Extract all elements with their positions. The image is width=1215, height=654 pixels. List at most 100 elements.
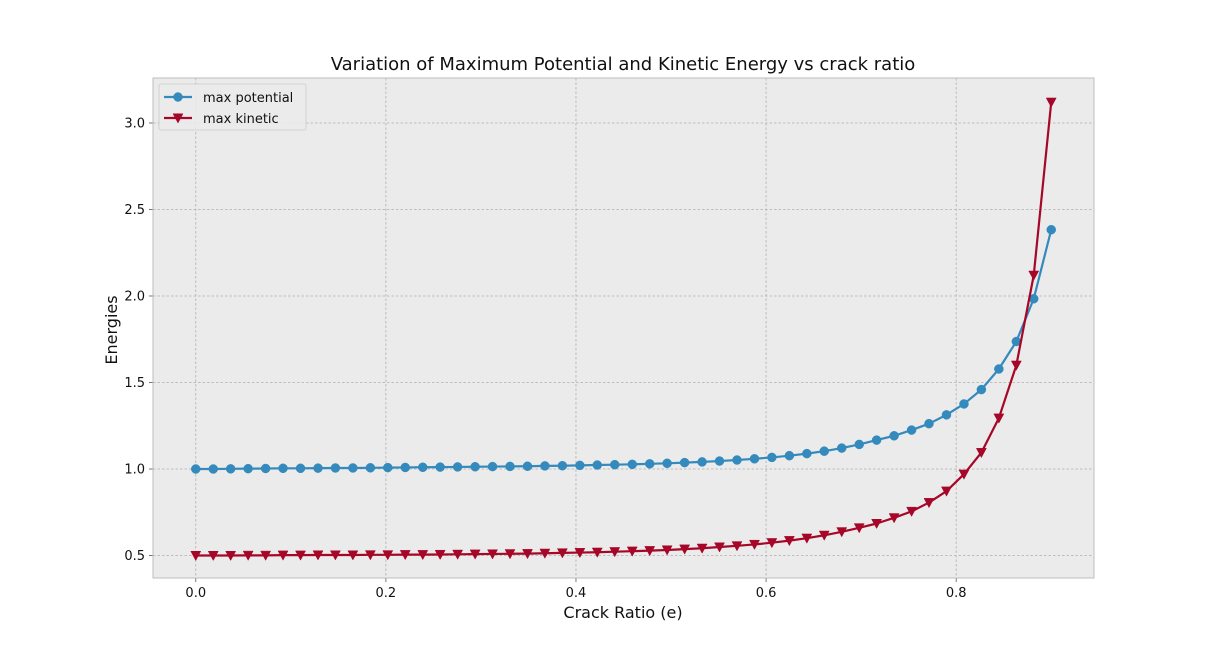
data-point-max-potential — [418, 462, 428, 473]
data-point-max-kinetic — [347, 550, 359, 561]
data-point-max-kinetic — [329, 550, 341, 561]
data-point-max-potential — [924, 418, 934, 429]
data-point-max-potential — [854, 439, 864, 450]
data-point-max-kinetic — [923, 498, 935, 509]
data-point-max-potential — [767, 452, 777, 463]
data-point-max-kinetic — [312, 550, 324, 561]
data-point-max-kinetic — [871, 519, 883, 530]
legend-label-max-potential: max potential — [203, 91, 293, 106]
data-point-max-kinetic — [207, 551, 219, 562]
y-tick-label: 3.0 — [124, 116, 145, 131]
data-point-max-kinetic — [888, 513, 900, 524]
data-point-max-kinetic — [452, 549, 464, 560]
data-point-max-potential — [540, 461, 550, 471]
data-point-max-potential — [679, 457, 690, 468]
y-axis-label: Energies — [102, 295, 121, 364]
x-tick-label: 0.2 — [376, 586, 397, 601]
data-point-max-kinetic — [1045, 97, 1057, 108]
data-point-max-kinetic — [504, 549, 516, 560]
data-point-max-potential — [505, 461, 515, 472]
data-point-max-potential — [732, 455, 742, 465]
data-point-max-potential — [627, 459, 637, 470]
data-point-max-potential — [557, 460, 568, 471]
data-point-max-potential — [470, 462, 480, 472]
data-point-max-kinetic — [539, 548, 551, 559]
data-point-max-kinetic — [1028, 270, 1040, 281]
data-point-max-potential — [278, 463, 288, 474]
data-point-max-kinetic — [766, 538, 778, 549]
data-point-max-potential — [697, 457, 707, 467]
data-point-max-kinetic — [801, 533, 813, 544]
data-point-max-kinetic — [277, 550, 289, 561]
data-point-max-kinetic — [941, 486, 952, 497]
data-point-max-kinetic — [609, 547, 621, 558]
x-tick-label: 0.8 — [946, 586, 967, 601]
data-point-max-kinetic — [382, 550, 394, 561]
chart-title: Variation of Maximum Potential and Kinet… — [331, 54, 916, 75]
data-point-max-potential — [1046, 224, 1056, 235]
data-point-max-potential — [383, 462, 393, 473]
y-tick-label: 2.5 — [124, 203, 145, 218]
data-point-max-kinetic — [469, 549, 481, 560]
x-axis-label: Crack Ratio (e) — [563, 603, 682, 622]
data-point-max-potential — [994, 364, 1004, 374]
data-point-max-potential — [819, 446, 829, 456]
data-point-max-potential — [662, 458, 672, 469]
data-point-max-potential — [784, 450, 795, 461]
plot-area: 0.0 0.2 0.4 0.6 0.8 0.5 1.0 1.5 2.0 2.5 3.0 max pot… — [124, 77, 1095, 601]
y-tick-label: 0.5 — [124, 549, 145, 564]
plot-frame — [152, 77, 1095, 579]
data-point-max-kinetic — [906, 506, 918, 517]
data-point-max-kinetic — [225, 551, 237, 562]
data-point-max-kinetic — [364, 550, 376, 561]
data-point-max-potential — [522, 461, 533, 471]
data-point-max-kinetic — [1010, 360, 1022, 371]
data-point-max-kinetic — [958, 469, 970, 480]
data-point-max-potential — [575, 460, 585, 471]
y-tick-label: 1.0 — [124, 463, 145, 478]
data-point-max-potential — [225, 464, 236, 474]
data-point-max-kinetic — [836, 527, 848, 538]
data-point-max-potential — [313, 463, 323, 473]
data-point-max-kinetic — [696, 543, 708, 554]
data-point-max-kinetic — [975, 448, 987, 459]
data-point-max-kinetic — [679, 544, 691, 555]
data-point-max-kinetic — [661, 545, 673, 556]
data-point-max-kinetic — [190, 551, 202, 562]
data-point-max-kinetic — [260, 550, 272, 561]
data-point-max-kinetic — [556, 548, 568, 559]
data-point-max-potential — [889, 431, 899, 441]
data-point-max-kinetic — [993, 413, 1005, 424]
legend-box — [158, 83, 307, 131]
data-point-max-kinetic — [853, 523, 865, 534]
legend: max potential max kinetic — [158, 83, 307, 131]
x-tick-label: 0.6 — [756, 586, 777, 601]
data-point-max-potential — [644, 459, 655, 469]
data-point-max-kinetic — [714, 542, 725, 553]
data-point-max-potential — [714, 456, 725, 466]
data-point-max-potential — [260, 463, 271, 474]
data-point-max-kinetic — [399, 550, 411, 561]
data-point-max-kinetic — [295, 550, 306, 561]
x-tick-label: 0.4 — [566, 586, 587, 601]
data-point-max-potential — [802, 448, 812, 459]
data-point-max-potential — [452, 462, 463, 472]
y-tick-label: 1.5 — [124, 376, 145, 391]
data-point-max-potential — [365, 463, 376, 473]
data-point-max-kinetic — [487, 549, 498, 560]
data-point-max-kinetic — [574, 548, 586, 559]
plot-background — [153, 78, 1094, 578]
data-point-max-kinetic — [242, 550, 254, 561]
data-point-max-potential — [243, 463, 253, 474]
data-point-max-kinetic — [626, 546, 638, 557]
data-point-max-potential — [330, 463, 341, 473]
data-point-max-potential — [610, 459, 620, 470]
data-point-max-potential — [749, 454, 760, 464]
data-point-max-potential — [435, 462, 445, 472]
data-point-max-potential — [592, 460, 603, 470]
data-point-max-kinetic — [644, 546, 656, 557]
data-point-max-potential — [295, 463, 306, 474]
data-point-max-kinetic — [434, 549, 446, 560]
